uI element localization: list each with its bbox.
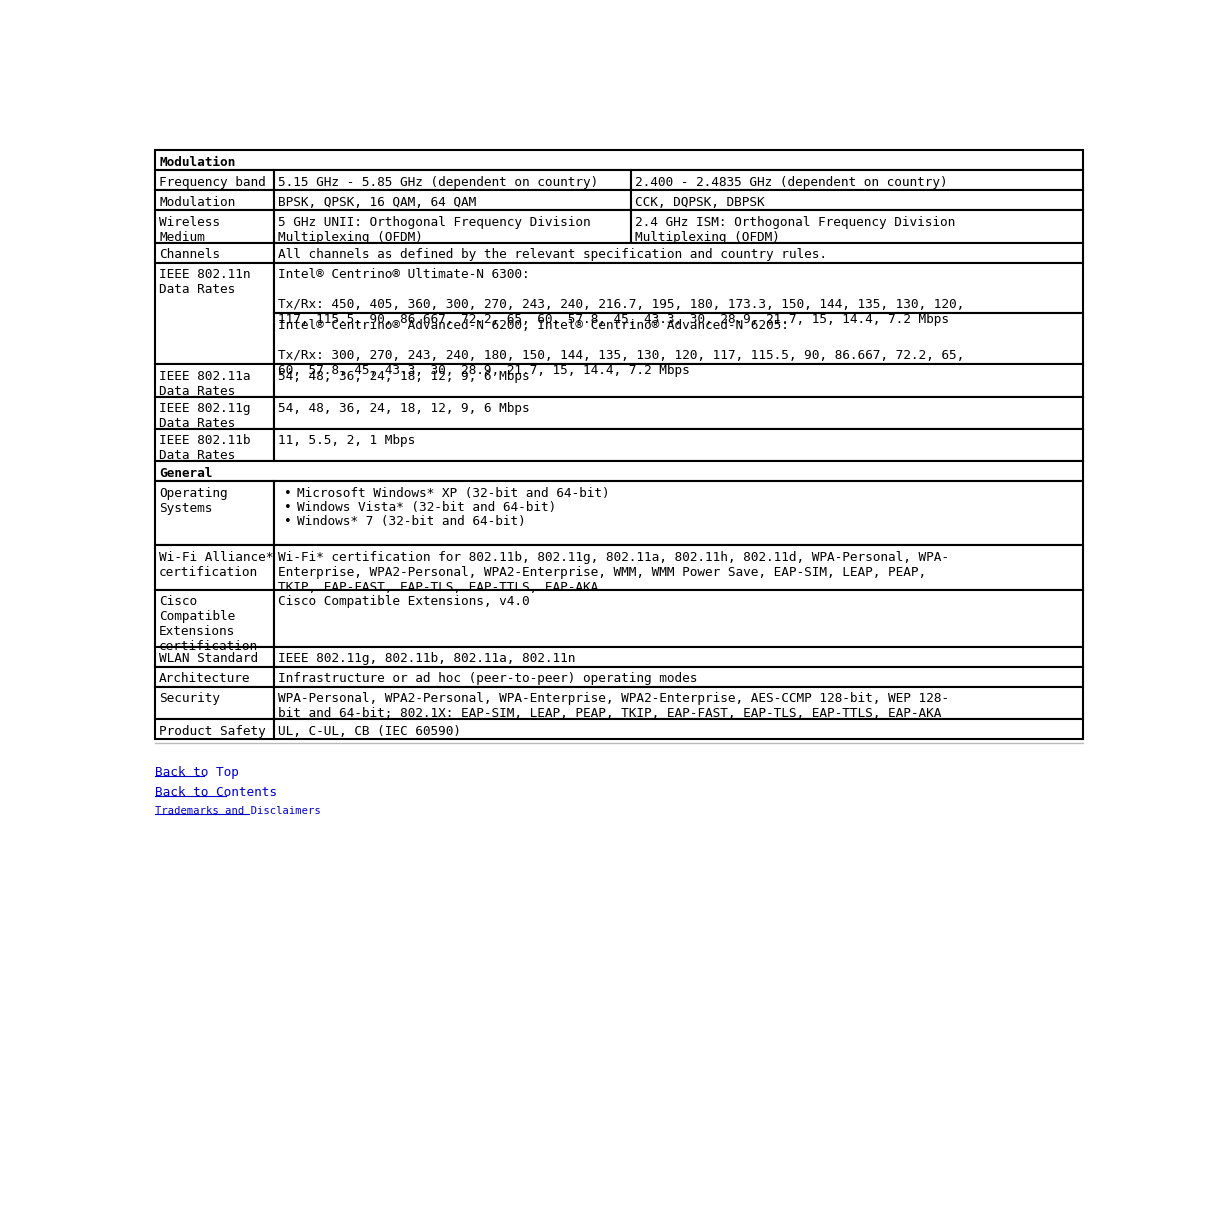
Bar <box>155 243 274 262</box>
Text: 2.400 - 2.4835 GHz (dependent on country): 2.400 - 2.4835 GHz (dependent on country… <box>635 176 948 189</box>
Bar <box>155 461 1084 482</box>
Bar <box>274 590 1084 647</box>
Text: BPSK, QPSK, 16 QAM, 64 QAM: BPSK, QPSK, 16 QAM, 64 QAM <box>278 195 476 209</box>
Bar <box>155 667 274 687</box>
Text: IEEE 802.11g
Data Rates: IEEE 802.11g Data Rates <box>159 403 250 429</box>
Text: Wireless
Medium: Wireless Medium <box>159 216 220 244</box>
Bar <box>155 545 274 590</box>
Bar <box>155 365 274 396</box>
Text: Security: Security <box>159 692 220 705</box>
Text: 5.15 GHz - 5.85 GHz (dependent on country): 5.15 GHz - 5.85 GHz (dependent on countr… <box>278 176 598 189</box>
Text: IEEE 802.11a
Data Rates: IEEE 802.11a Data Rates <box>159 370 250 398</box>
Bar <box>631 210 1084 243</box>
Text: WPA-Personal, WPA2-Personal, WPA-Enterprise, WPA2-Enterprise, AES-CCMP 128-bit, : WPA-Personal, WPA2-Personal, WPA-Enterpr… <box>278 692 949 720</box>
Text: WLAN Standard: WLAN Standard <box>159 653 259 665</box>
Text: •: • <box>284 487 291 500</box>
Bar <box>631 190 1084 210</box>
Text: •: • <box>284 501 291 514</box>
Text: UL, C-UL, CB (IEC 60590): UL, C-UL, CB (IEC 60590) <box>278 725 461 738</box>
Bar <box>274 396 1084 429</box>
Bar <box>155 190 274 210</box>
Bar <box>274 667 1084 687</box>
Bar <box>274 545 1084 590</box>
Text: Intel® Centrino® Ultimate-N 6300:

Tx/Rx: 450, 405, 360, 300, 270, 243, 240, 216: Intel® Centrino® Ultimate-N 6300: Tx/Rx:… <box>278 268 964 326</box>
Text: Cisco
Compatible
Extensions
certification: Cisco Compatible Extensions certificatio… <box>159 595 259 654</box>
Text: 54, 48, 36, 24, 18, 12, 9, 6 Mbps: 54, 48, 36, 24, 18, 12, 9, 6 Mbps <box>278 403 529 415</box>
Bar <box>155 262 274 365</box>
Text: All channels as defined by the relevant specification and country rules.: All channels as defined by the relevant … <box>278 248 827 261</box>
Text: Wi-Fi Alliance*
certification: Wi-Fi Alliance* certification <box>159 550 273 578</box>
Text: •: • <box>284 515 291 528</box>
Text: Frequency band: Frequency band <box>159 176 266 189</box>
Bar <box>631 171 1084 190</box>
Bar <box>274 647 1084 667</box>
Bar <box>155 396 274 429</box>
Bar <box>155 720 274 739</box>
Text: Modulation: Modulation <box>159 195 236 209</box>
Bar <box>274 314 1084 365</box>
Text: 2.4 GHz ISM: Orthogonal Frequency Division
Multiplexing (OFDM): 2.4 GHz ISM: Orthogonal Frequency Divisi… <box>635 216 956 244</box>
Text: Infrastructure or ad hoc (peer-to-peer) operating modes: Infrastructure or ad hoc (peer-to-peer) … <box>278 672 697 686</box>
Bar <box>274 210 631 243</box>
Text: 5 GHz UNII: Orthogonal Frequency Division
Multiplexing (OFDM): 5 GHz UNII: Orthogonal Frequency Divisio… <box>278 216 591 244</box>
Text: Architecture: Architecture <box>159 672 250 686</box>
Bar <box>155 687 274 720</box>
Bar <box>274 365 1084 396</box>
Text: Cisco Compatible Extensions, v4.0: Cisco Compatible Extensions, v4.0 <box>278 595 529 609</box>
Text: Intel® Centrino® Advanced-N 6200, Intel® Centrino® Advanced-N 6205:

Tx/Rx: 300,: Intel® Centrino® Advanced-N 6200, Intel®… <box>278 318 964 377</box>
Text: CCK, DQPSK, DBPSK: CCK, DQPSK, DBPSK <box>635 195 765 209</box>
Text: Windows* 7 (32-bit and 64-bit): Windows* 7 (32-bit and 64-bit) <box>297 515 525 528</box>
Bar <box>155 150 1084 171</box>
Text: General: General <box>159 467 213 479</box>
Bar <box>274 243 1084 262</box>
Bar <box>274 171 631 190</box>
Text: IEEE 802.11b
Data Rates: IEEE 802.11b Data Rates <box>159 434 250 462</box>
Bar <box>155 647 274 667</box>
Text: Channels: Channels <box>159 248 220 261</box>
Text: IEEE 802.11n
Data Rates: IEEE 802.11n Data Rates <box>159 268 250 296</box>
Text: Microsoft Windows* XP (32-bit and 64-bit): Microsoft Windows* XP (32-bit and 64-bit… <box>297 487 610 500</box>
Bar <box>155 210 274 243</box>
Bar <box>274 429 1084 461</box>
Bar <box>155 429 274 461</box>
Text: 11, 5.5, 2, 1 Mbps: 11, 5.5, 2, 1 Mbps <box>278 434 416 448</box>
Text: Back to Contents: Back to Contents <box>155 786 277 799</box>
Text: Wi-Fi* certification for 802.11b, 802.11g, 802.11a, 802.11h, 802.11d, WPA-Person: Wi-Fi* certification for 802.11b, 802.11… <box>278 550 949 594</box>
Text: 54, 48, 36, 24, 18, 12, 9, 6 Mbps: 54, 48, 36, 24, 18, 12, 9, 6 Mbps <box>278 370 529 383</box>
Text: Modulation: Modulation <box>159 156 236 168</box>
Text: Back to Top: Back to Top <box>155 766 239 780</box>
Bar <box>155 482 274 545</box>
Bar <box>155 590 274 647</box>
Text: Windows Vista* (32-bit and 64-bit): Windows Vista* (32-bit and 64-bit) <box>297 501 556 514</box>
Bar <box>274 482 1084 545</box>
Bar <box>155 171 274 190</box>
Text: Trademarks and Disclaimers: Trademarks and Disclaimers <box>155 805 320 816</box>
Bar <box>274 190 631 210</box>
Text: Operating
Systems: Operating Systems <box>159 487 228 515</box>
Bar <box>274 262 1084 314</box>
Text: IEEE 802.11g, 802.11b, 802.11a, 802.11n: IEEE 802.11g, 802.11b, 802.11a, 802.11n <box>278 653 575 665</box>
Bar <box>274 687 1084 720</box>
Bar <box>274 720 1084 739</box>
Text: Product Safety: Product Safety <box>159 725 266 738</box>
